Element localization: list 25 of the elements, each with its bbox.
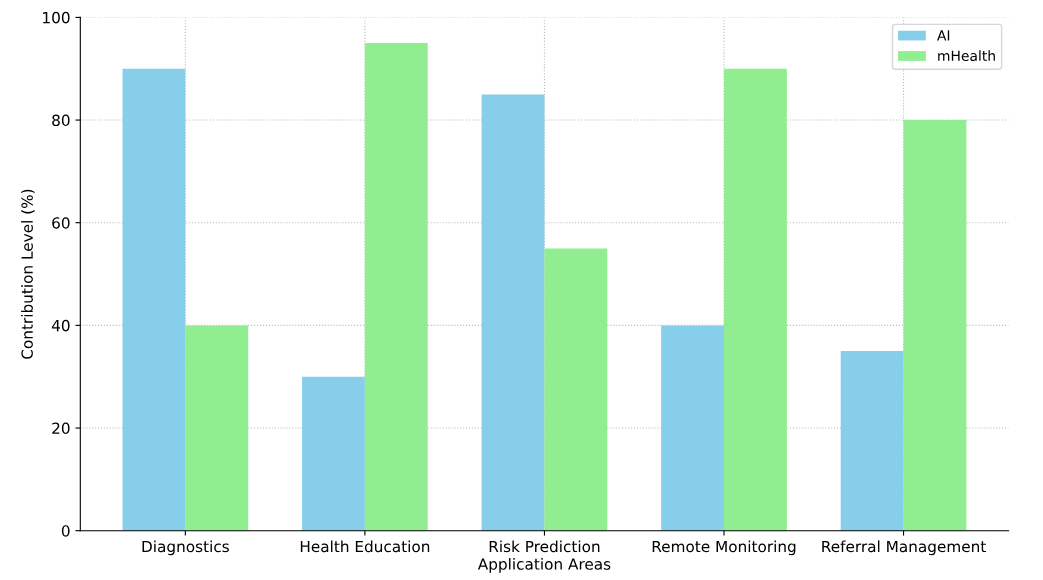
bar	[302, 376, 365, 531]
y-tick-label: 80	[52, 114, 70, 127]
x-axis-title: Application Areas	[477, 557, 611, 573]
y-tick-label: 40	[51, 319, 70, 332]
legend-label: mHealth	[938, 50, 995, 62]
bar	[185, 325, 249, 531]
y-tick-label: 20	[52, 422, 70, 435]
x-tick-label: Remote Monitoring	[652, 540, 796, 556]
y-tick-label: 60	[52, 217, 70, 229]
bar	[544, 248, 608, 531]
x-tick-label: Risk Prediction	[489, 540, 600, 553]
bar	[840, 351, 904, 531]
bar	[122, 68, 186, 531]
x-tick-label: Health Education	[300, 540, 430, 553]
bar	[661, 325, 724, 531]
bar	[481, 94, 545, 531]
legend-label: AI	[937, 30, 950, 41]
bar	[903, 120, 967, 531]
bar	[364, 43, 428, 531]
y-axis-title: Contribution Level (%)	[21, 189, 35, 359]
bar	[724, 68, 787, 531]
x-tick-label: Referral Management	[822, 540, 986, 556]
y-tick-label: 100	[43, 11, 70, 24]
x-tick-label: Diagnostics	[142, 540, 229, 556]
y-tick-label: 0	[61, 525, 70, 537]
